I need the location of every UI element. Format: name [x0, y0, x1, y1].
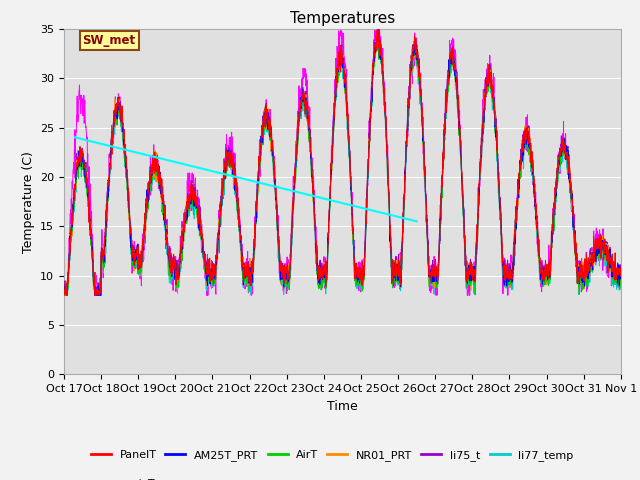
X-axis label: Time: Time — [327, 400, 358, 413]
Legend: sonicT: sonicT — [86, 474, 159, 480]
Y-axis label: Temperature (C): Temperature (C) — [22, 151, 35, 252]
Title: Temperatures: Temperatures — [290, 11, 395, 26]
Text: SW_met: SW_met — [83, 34, 136, 47]
